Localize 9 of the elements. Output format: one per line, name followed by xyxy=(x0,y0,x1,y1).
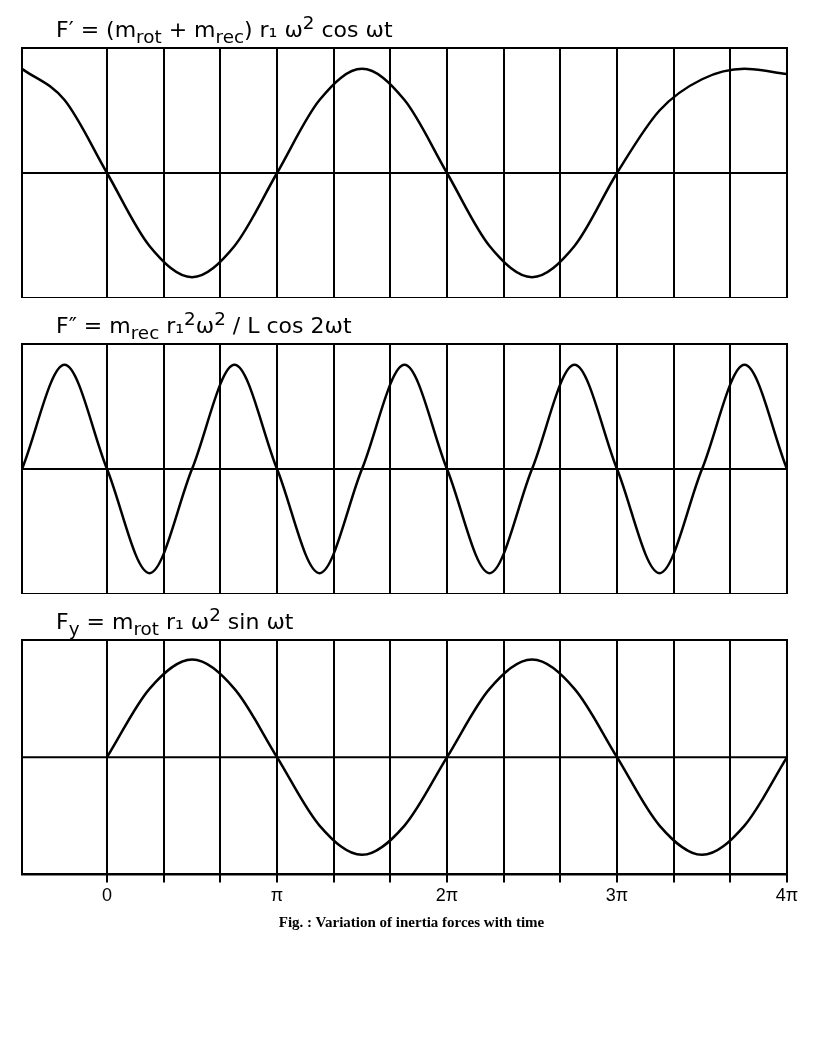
x-tick-label: 2π xyxy=(435,885,459,906)
x-tick-label: 0 xyxy=(102,885,113,906)
text: Fig. : Variation of inertia forces with time xyxy=(277,914,546,931)
text: F″ = m$_{rec}$ r₁$^{2}$ω$^{2}$ / L cos 2ωt xyxy=(52,308,356,343)
text: F′ = (m$_{rot}$ + m$_{rec}$) r₁ ω$^{2}$ cos ωt xyxy=(52,12,397,47)
x-tick-label: 4π xyxy=(775,885,799,906)
x-tick-label: 3π xyxy=(605,885,629,906)
text: F$_{y}$ = m$_{rot}$ r₁ ω$^{2}$ sin ωt xyxy=(52,604,298,639)
x-tick-label: π xyxy=(270,885,284,906)
